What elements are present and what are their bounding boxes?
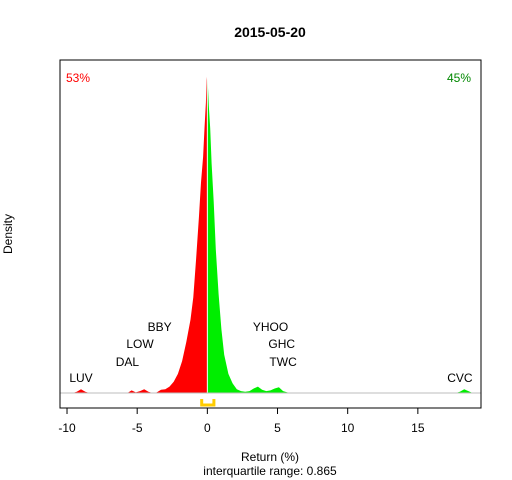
ticker-annotation: LOW: [126, 337, 154, 351]
x-tick-label: 15: [411, 421, 425, 435]
x-axis: -10 -5 0 5 10 15: [58, 407, 425, 435]
ticker-annotation: CVC: [447, 371, 473, 385]
plot-area: LUV DAL LOW BBY YHOO GHC TWC CVC: [60, 72, 481, 407]
x-tick-label: -5: [132, 421, 143, 435]
y-axis-label: Density: [1, 214, 15, 254]
x-tick-label: 10: [341, 421, 355, 435]
down-percent-label: 53%: [66, 71, 90, 85]
x-tick-label: 5: [274, 421, 281, 435]
up-percent-label: 45%: [447, 71, 471, 85]
ticker-annotation: BBY: [148, 320, 172, 334]
x-tick-label: 0: [204, 421, 211, 435]
ticker-annotation: GHC: [268, 337, 295, 351]
x-tick-label: -10: [58, 421, 76, 435]
ticker-annotation: LUV: [69, 371, 92, 385]
ticker-annotation: DAL: [116, 355, 140, 369]
x-axis-label: Return (%): [241, 450, 299, 464]
chart-title: 2015-05-20: [234, 24, 306, 40]
chart-subtitle: interquartile range: 0.865: [203, 464, 337, 478]
density-area-up: [207, 74, 473, 393]
ticker-annotation: YHOO: [253, 320, 288, 334]
ticker-annotation: TWC: [269, 355, 297, 369]
density-area-down: [64, 74, 208, 393]
iqr-bracket: [200, 399, 216, 407]
